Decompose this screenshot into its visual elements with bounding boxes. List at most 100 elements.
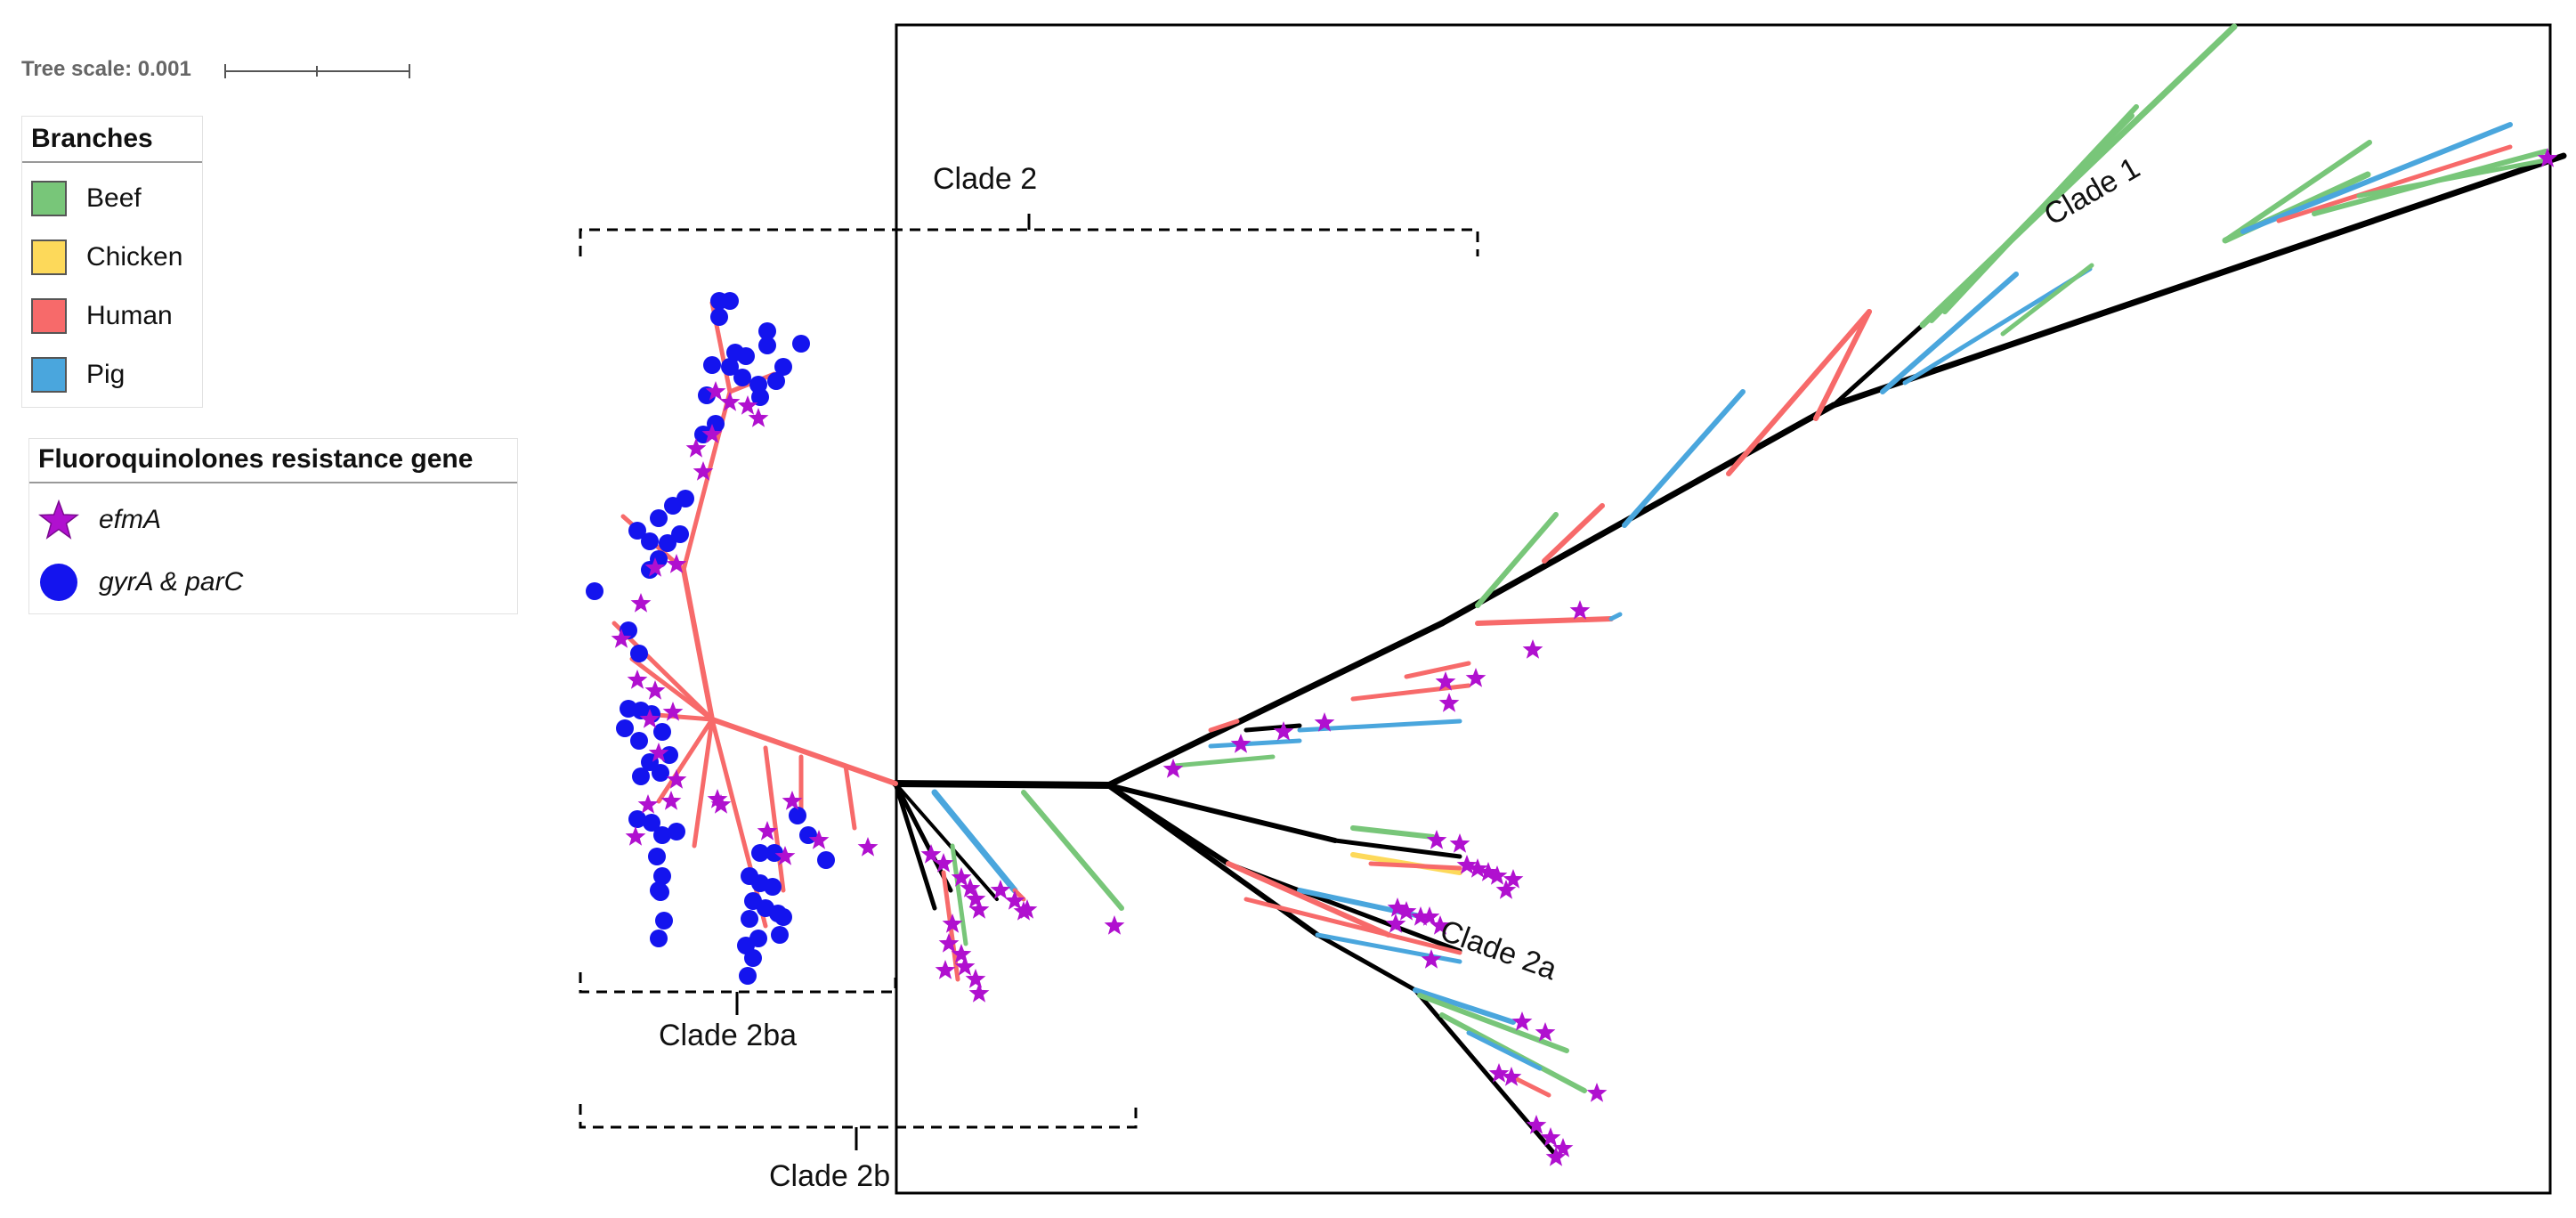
resistance-gene-legend: Fluoroquinolones resistance gene efmA gy… — [28, 438, 518, 614]
gyra-parc-dot-marker — [643, 814, 660, 832]
gyra-parc-dot-marker — [774, 358, 792, 376]
efma-star-marker — [1230, 734, 1252, 753]
legend-label-beef: Beef — [86, 183, 142, 213]
tree-branch — [709, 717, 898, 786]
efma-star-marker — [1456, 855, 1478, 874]
legend-label-pig: Pig — [86, 360, 126, 389]
efma-star-marker — [1535, 1022, 1556, 1042]
tree-branch — [1105, 620, 1446, 789]
efma-star-marker — [1467, 858, 1488, 878]
tree-branch — [629, 656, 715, 722]
efma-star-marker — [1449, 833, 1470, 853]
tree-branch — [893, 781, 937, 911]
legend-item-gyra-parc: gyrA & parC — [38, 556, 517, 608]
efma-star-marker — [1545, 1147, 1567, 1166]
efma-star-marker — [1586, 1083, 1608, 1102]
tree-branch — [2223, 140, 2372, 243]
efma-star-marker — [705, 381, 726, 401]
tree-branch — [1413, 987, 1516, 1025]
gyra-parc-dot-marker — [648, 848, 666, 865]
tree-branch — [1350, 825, 1436, 840]
efma-star-marker — [1465, 668, 1486, 687]
efma-star-marker — [808, 830, 830, 849]
efma-star-marker — [1396, 901, 1417, 921]
clade2b-bracket — [579, 1104, 1138, 1129]
tree-branch — [1243, 897, 1462, 955]
tree-branch — [1942, 104, 2139, 314]
branches-legend-title: Branches — [22, 118, 202, 163]
gyra-parc-dot-marker — [764, 878, 782, 896]
gyra-parc-dot-marker — [737, 347, 755, 365]
efma-star-marker — [1421, 949, 1442, 969]
gyra-parc-dot-marker — [652, 764, 669, 782]
tree-branch — [1297, 719, 1462, 733]
tree-branch — [2240, 122, 2513, 234]
efma-star-marker — [1511, 1011, 1533, 1031]
efma-star-marker — [1273, 721, 1294, 741]
human-swatch — [31, 298, 67, 334]
efma-star-marker — [774, 846, 796, 865]
efma-star-marker — [1501, 1067, 1522, 1086]
tree-branch — [2000, 263, 2094, 337]
efma-star-marker — [951, 944, 972, 963]
legend-item-pig: Pig — [31, 352, 202, 398]
gyra-parc-dot-marker — [751, 388, 769, 406]
star-icon — [38, 499, 79, 540]
efma-star-marker — [951, 867, 972, 887]
clade2ba-bracket — [579, 972, 897, 994]
clade2ba-label: Clade 2ba — [659, 1019, 798, 1052]
chicken-swatch — [31, 240, 67, 275]
efma-star-marker — [1435, 671, 1456, 691]
efma-star-marker — [627, 670, 648, 689]
circle-icon — [40, 564, 77, 601]
tree-branch — [1208, 719, 1240, 733]
tree-branch — [1830, 152, 2567, 409]
efma-star-marker — [757, 821, 778, 840]
tree-branch — [692, 717, 715, 849]
gyra-parc-dot-marker — [616, 719, 634, 737]
tree-branch — [1608, 612, 1623, 621]
gyra-parc-dot-marker — [660, 746, 678, 764]
efma-star-marker — [1004, 890, 1025, 910]
efma-star-marker — [2537, 148, 2558, 167]
efma-star-marker — [1478, 862, 1499, 881]
gyra-parc-dot-marker — [741, 910, 758, 928]
tree-branch — [656, 717, 715, 804]
tree-branch — [1021, 790, 1124, 911]
zoom-frame — [895, 23, 2552, 1195]
gyra-parc-dot-marker — [630, 645, 648, 662]
efma-star-marker — [990, 880, 1011, 899]
efma-star-marker — [660, 791, 682, 810]
efma-star-marker — [737, 395, 758, 415]
efma-star-marker — [637, 794, 659, 814]
tree-branch — [843, 763, 857, 831]
tree-branch — [1880, 272, 2019, 394]
efma-star-marker — [938, 933, 960, 953]
efma-star-marker — [644, 557, 666, 577]
legend-item-human: Human — [31, 293, 202, 339]
legend-item-chicken: Chicken — [31, 234, 202, 280]
efma-star-marker — [1438, 693, 1460, 712]
tree-branch — [1106, 783, 1320, 938]
efma-star-marker — [1522, 639, 1543, 659]
gyra-parc-dot-marker — [668, 823, 685, 840]
tree-branch — [1511, 1075, 1551, 1098]
efma-star-marker — [965, 889, 986, 908]
gyra-parc-dot-marker — [744, 949, 762, 967]
tree-branch — [681, 567, 715, 722]
efma-star-marker — [630, 593, 652, 613]
gyra-parc-dot-marker — [620, 621, 637, 639]
efma-star-marker — [1486, 865, 1508, 885]
gyra-parc-dot-marker — [628, 810, 646, 828]
tree-branch — [1622, 389, 1746, 528]
tree-branch — [1368, 861, 1462, 871]
tree-branch — [709, 717, 768, 929]
efma-star-marker — [1162, 759, 1184, 778]
tree-branch — [681, 389, 733, 572]
tree-branch — [612, 621, 715, 722]
gyra-parc-dot-marker — [751, 844, 769, 862]
efma-star-marker — [625, 826, 646, 846]
gyra-parc-dot-marker — [641, 532, 659, 550]
tree-branch — [763, 745, 786, 893]
clade2b-label: Clade 2b — [769, 1159, 891, 1193]
